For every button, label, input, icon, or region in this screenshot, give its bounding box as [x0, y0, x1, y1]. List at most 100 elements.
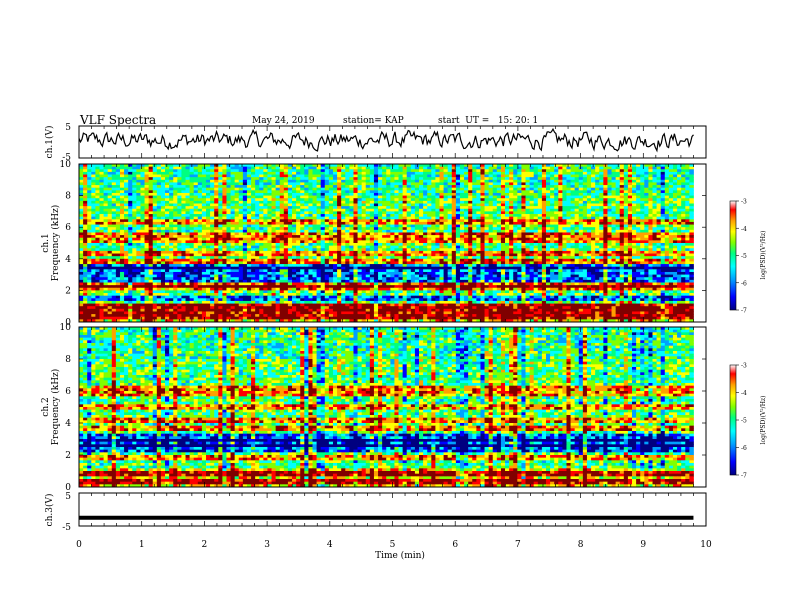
- spectrogram-cell: [300, 185, 305, 189]
- spectrogram-cell: [205, 221, 211, 225]
- spectrogram-cell: [87, 190, 92, 194]
- spectrogram-cell: [361, 232, 367, 236]
- spectrogram-cell: [103, 174, 109, 178]
- spectrogram-cell: [488, 243, 494, 247]
- spectrogram-cell: [406, 243, 412, 247]
- spectrogram-cell: [222, 237, 227, 241]
- spectrogram-cell: [447, 206, 453, 210]
- spectrogram-cell: [660, 192, 666, 196]
- spectrogram-cell: [677, 245, 682, 249]
- spectrogram-cell: [275, 245, 281, 249]
- spectrogram-cell: [521, 185, 526, 189]
- spectrogram-cell: [406, 248, 412, 252]
- spectrogram-cell: [447, 192, 453, 196]
- spectrogram-cell: [402, 208, 408, 212]
- spectrogram-cell: [242, 182, 248, 186]
- spectrogram-cell: [337, 219, 342, 223]
- spectrogram-cell: [488, 245, 494, 249]
- spectrogram-cell: [271, 177, 277, 181]
- spectrogram-cell: [464, 164, 469, 168]
- spectrogram-cell: [484, 182, 490, 186]
- spectrogram-cell: [230, 232, 236, 236]
- spectrogram-cell: [525, 169, 531, 173]
- spectrogram-cell: [230, 245, 236, 249]
- spectrogram-cell: [517, 192, 522, 196]
- spectrogram-cell: [582, 224, 588, 228]
- spectrogram-cell: [652, 203, 657, 207]
- spectrogram-cell: [648, 169, 653, 173]
- spectrogram-cell: [484, 221, 490, 225]
- spectrogram-cell: [513, 200, 518, 204]
- spectrogram-cell: [107, 171, 113, 175]
- spectrogram-cell: [459, 195, 465, 199]
- spectrogram-cell: [140, 227, 145, 231]
- spectrogram-cell: [668, 206, 674, 210]
- spectrogram-cell: [267, 192, 272, 196]
- spectrogram-cell: [115, 198, 121, 202]
- spectrogram-cell: [644, 179, 649, 183]
- spectrogram-cell: [140, 187, 145, 191]
- spectrogram-cell: [545, 174, 551, 178]
- spectrogram-cell: [627, 237, 633, 241]
- spectrogram-cell: [517, 195, 522, 199]
- spectrogram-cell: [443, 245, 449, 249]
- spectrogram-cell: [312, 224, 317, 228]
- spectrogram-cell: [365, 232, 371, 236]
- spectrogram-cell: [521, 174, 526, 178]
- spectrogram-cell: [324, 166, 330, 170]
- spectrogram-cell: [160, 195, 166, 199]
- spectrogram-cell: [292, 232, 297, 236]
- spectrogram-cell: [607, 243, 612, 247]
- spectrogram-cell: [468, 203, 473, 207]
- spectrogram-cell: [378, 214, 383, 218]
- spectrogram-cell: [570, 221, 576, 225]
- spectrogram-cell: [107, 174, 113, 178]
- spectrogram-cell: [406, 224, 412, 228]
- spectrogram-cell: [279, 206, 285, 210]
- spectrogram-cell: [513, 237, 518, 241]
- spectrogram-cell: [619, 203, 625, 207]
- spectrogram-cell: [173, 221, 178, 225]
- spectrogram-cell: [320, 229, 326, 233]
- spectrogram-cell: [373, 245, 379, 249]
- spectrogram-cell: [140, 166, 145, 170]
- spectrogram-cell: [193, 208, 199, 212]
- spectrogram-cell: [316, 195, 322, 199]
- spectrogram-cell: [173, 248, 178, 252]
- spectrogram-cell: [558, 245, 563, 249]
- spectrogram-cell: [562, 235, 567, 239]
- spectrogram-cell: [439, 200, 444, 204]
- spectrogram-cell: [263, 245, 268, 249]
- spectrogram-cell: [230, 195, 236, 199]
- spectrogram-cell: [578, 166, 584, 170]
- spectrogram-cell: [623, 227, 629, 231]
- spectrogram-cell: [558, 164, 563, 168]
- spectrogram-cell: [627, 195, 633, 199]
- spectrogram-cell: [119, 192, 125, 196]
- spectrogram-cell: [259, 229, 264, 233]
- spectrogram-cell: [513, 174, 518, 178]
- spectrogram-cell: [414, 164, 420, 168]
- spectrogram-cell: [640, 179, 645, 183]
- spectrogram-cell: [640, 182, 645, 186]
- spectrogram-cell: [472, 177, 477, 181]
- spectrogram-cell: [386, 182, 391, 186]
- spectrogram-cell: [197, 190, 203, 194]
- spectrogram-cell: [115, 224, 121, 228]
- spectrogram-cell: [353, 200, 358, 204]
- spectrogram-cell: [656, 206, 662, 210]
- spectrogram-cell: [545, 214, 551, 218]
- spectrogram-cell: [136, 229, 141, 233]
- spectrogram-cell: [455, 216, 461, 220]
- spectrogram-cell: [623, 179, 629, 183]
- spectrogram-cell: [394, 179, 399, 183]
- spectrogram-cell: [332, 227, 338, 231]
- spectrogram-cell: [386, 216, 391, 220]
- spectrogram-cell: [324, 221, 330, 225]
- spectrogram-cell: [144, 208, 150, 212]
- spectrogram-cell: [603, 232, 608, 236]
- spectrogram-cell: [500, 203, 506, 207]
- spectrogram-cell: [423, 192, 428, 196]
- spectrogram-cell: [271, 216, 277, 220]
- spectrogram-cell: [529, 219, 535, 223]
